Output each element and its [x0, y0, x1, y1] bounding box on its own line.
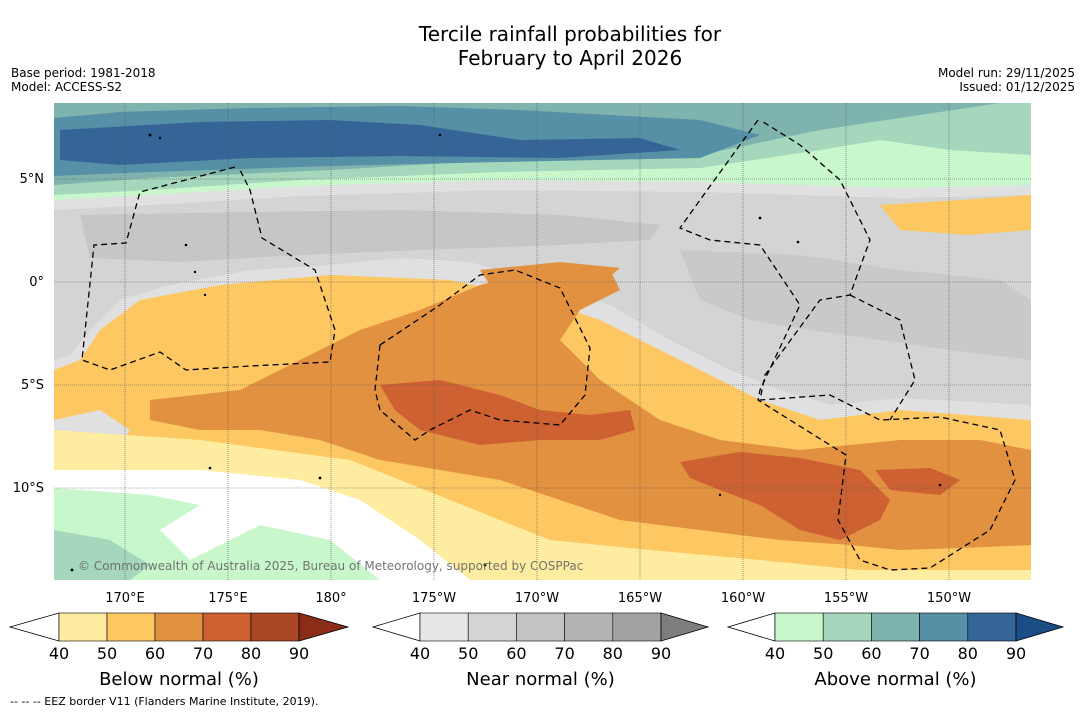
colorbar-tick-label: 90	[289, 644, 309, 663]
colorbar-tick-label: 40	[410, 644, 430, 663]
colorbar-near: 40 50 60 70 80 90 Near normal (%)	[371, 612, 710, 690]
gridlines	[54, 103, 1031, 580]
colorbar-tick-label: 80	[958, 644, 978, 663]
colorbar-title: Near normal (%)	[466, 669, 615, 690]
colorbar-tick-label: 40	[49, 644, 69, 663]
longitude-labels: 170°E 175°E 180° 175°W 170°W 165°W 160°W…	[105, 591, 971, 606]
title-line-1: Tercile rainfall probabilities for	[418, 22, 722, 46]
lon-label: 160°W	[721, 591, 765, 606]
colorbar-tick-label: 60	[861, 644, 881, 663]
colorbar-tick-label: 50	[813, 644, 833, 663]
colorbar-tick-label: 90	[1006, 644, 1026, 663]
colorbar-tick-label: 60	[145, 644, 165, 663]
colorbar-extend-high	[1015, 612, 1065, 642]
colorbar-bin	[564, 612, 614, 642]
colorbar-tick-label: 70	[193, 644, 213, 663]
colorbars: 40 50 60 70 80 90 Below normal (%) 40 50 60 70 80 90…	[8, 612, 1065, 690]
colorbar-tick-label: 70	[554, 644, 574, 663]
colorbar-below: 40 50 60 70 80 90 Below normal (%)	[8, 612, 350, 690]
colorbar-bin	[871, 612, 920, 642]
colorbar-bin	[202, 612, 252, 642]
lon-label: 175°W	[412, 591, 456, 606]
colorbar-extend-low	[726, 612, 776, 642]
colorbar-extend-low	[8, 612, 60, 642]
lon-label: 175°E	[208, 591, 248, 606]
below-70-north-patch	[480, 262, 620, 290]
eez-borders	[81, 119, 1016, 571]
eez-footnote: -- -- -- EEZ border V11 (Flanders Marine…	[10, 695, 319, 708]
colorbar-bin	[250, 612, 300, 642]
colorbar-bin	[58, 612, 108, 642]
eez-kiribati-line	[678, 119, 1016, 571]
colorbar-tick-label: 80	[241, 644, 261, 663]
issued-date: Issued: 01/12/2025	[959, 80, 1075, 94]
above-60-south	[54, 530, 150, 580]
colorbar-title: Above normal (%)	[814, 669, 976, 690]
colorbar-bin	[516, 612, 565, 642]
lon-label: 170°W	[515, 591, 559, 606]
colorbar-bin	[106, 612, 156, 642]
colorbar-tick-label: 80	[603, 644, 623, 663]
colorbar-tick-label: 40	[765, 644, 785, 663]
latitude-labels: 5°N 0° 5°S 10°S	[13, 172, 44, 496]
colorbar-tick-label: 50	[97, 644, 117, 663]
meta-left: Base period: 1981-2018 Model: ACCESS-S2	[11, 66, 156, 94]
lon-label: 165°W	[618, 591, 662, 606]
above-90-band-north	[60, 120, 680, 165]
colorbar-bin	[467, 612, 517, 642]
colorbar-bin	[774, 612, 824, 642]
colorbar-above: 40 50 60 70 80 90 Above normal (%)	[726, 612, 1065, 690]
colorbar-bin	[154, 612, 204, 642]
base-period: Base period: 1981-2018	[11, 66, 156, 80]
colorbar-tick-label: 60	[506, 644, 526, 663]
map-field	[54, 103, 1031, 580]
colorbar-bin	[419, 612, 469, 642]
islands	[70, 133, 942, 572]
lon-label: 150°W	[927, 591, 971, 606]
colorbar-tick-label: 90	[651, 644, 671, 663]
near-60-east	[680, 250, 1031, 360]
colorbar-tick-label: 50	[458, 644, 478, 663]
eez-line-east	[849, 294, 916, 421]
meta-right: Model run: 29/11/2025 Issued: 01/12/2025	[938, 66, 1075, 94]
colorbar-extend-high	[298, 612, 350, 642]
below-80-east	[680, 452, 890, 540]
lat-label-5n: 5°N	[20, 172, 45, 187]
title-line-2: February to April 2026	[457, 46, 683, 70]
colorbar-tick-label: 70	[909, 644, 929, 663]
chart-title: Tercile rainfall probabilities for Febru…	[0, 22, 1085, 70]
colorbar-bin	[919, 612, 969, 642]
model-run: Model run: 29/11/2025	[937, 66, 1075, 80]
lon-label: 170°E	[105, 591, 145, 606]
lat-label-5s: 5°S	[21, 378, 44, 393]
colorbar-bin	[822, 612, 872, 642]
eez-kiribati-gilbert	[81, 166, 336, 371]
below-60-east	[880, 195, 1031, 235]
colorbar-title: Below normal (%)	[99, 669, 259, 690]
colorbar-extend-low	[371, 612, 421, 642]
colorbar-extend-high	[660, 612, 710, 642]
below-80-central	[380, 380, 635, 445]
lon-label: 155°W	[824, 591, 868, 606]
lon-label: 180°	[315, 591, 346, 606]
model-name: Model: ACCESS-S2	[11, 80, 123, 94]
lat-label-10s: 10°S	[13, 481, 44, 496]
copyright-notice: © Commonwealth of Australia 2025, Bureau…	[78, 559, 583, 573]
eez-kiribati-phoenix	[374, 269, 591, 441]
near-60-band	[80, 210, 660, 262]
colorbar-bin	[612, 612, 662, 642]
lat-label-0: 0°	[29, 275, 44, 290]
colorbar-bin	[967, 612, 1017, 642]
